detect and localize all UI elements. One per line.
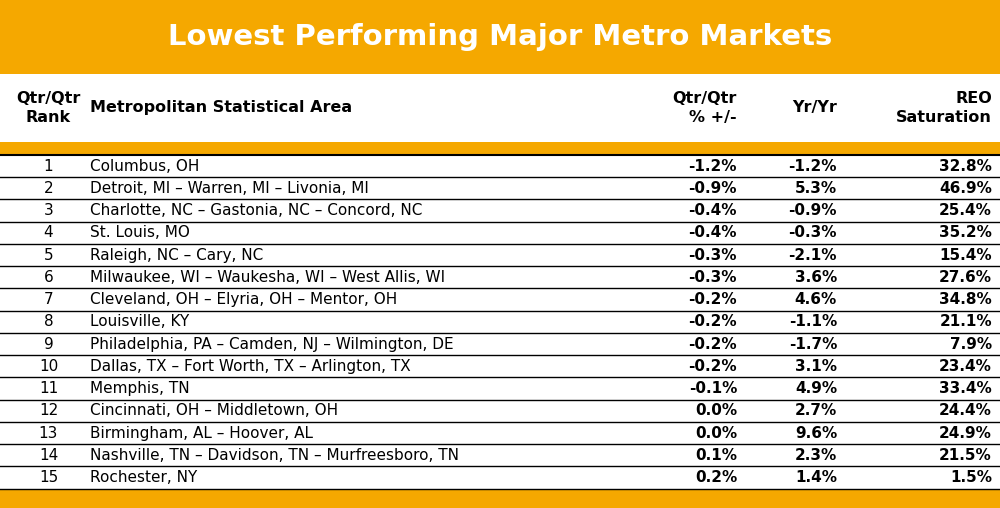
Text: -0.1%: -0.1% — [689, 381, 737, 396]
Text: 2: 2 — [44, 181, 53, 196]
Text: 34.8%: 34.8% — [939, 292, 992, 307]
Text: Rochester, NY: Rochester, NY — [90, 470, 197, 485]
Text: -0.3%: -0.3% — [688, 270, 737, 285]
Text: Yr/Yr: Yr/Yr — [792, 101, 837, 115]
Text: Nashville, TN – Davidson, TN – Murfreesboro, TN: Nashville, TN – Davidson, TN – Murfreesb… — [90, 448, 459, 463]
Text: -2.1%: -2.1% — [788, 247, 837, 263]
Text: Charlotte, NC – Gastonia, NC – Concord, NC: Charlotte, NC – Gastonia, NC – Concord, … — [90, 203, 422, 218]
Text: 13: 13 — [39, 426, 58, 440]
Text: 1.5%: 1.5% — [950, 470, 992, 485]
Text: Dallas, TX – Fort Worth, TX – Arlington, TX: Dallas, TX – Fort Worth, TX – Arlington,… — [90, 359, 411, 374]
Text: -0.2%: -0.2% — [688, 337, 737, 352]
Text: -1.7%: -1.7% — [789, 337, 837, 352]
Text: -0.3%: -0.3% — [688, 247, 737, 263]
Text: -1.1%: -1.1% — [789, 314, 837, 329]
Text: 27.6%: 27.6% — [939, 270, 992, 285]
Text: Milwaukee, WI – Waukesha, WI – West Allis, WI: Milwaukee, WI – Waukesha, WI – West Alli… — [90, 270, 445, 285]
Text: 5: 5 — [44, 247, 53, 263]
Text: Metropolitan Statistical Area: Metropolitan Statistical Area — [90, 101, 352, 115]
Text: 0.2%: 0.2% — [695, 470, 737, 485]
Text: 6: 6 — [44, 270, 53, 285]
Text: Philadelphia, PA – Camden, NJ – Wilmington, DE: Philadelphia, PA – Camden, NJ – Wilmingt… — [90, 337, 454, 352]
Text: Detroit, MI – Warren, MI – Livonia, MI: Detroit, MI – Warren, MI – Livonia, MI — [90, 181, 369, 196]
Text: 7: 7 — [44, 292, 53, 307]
Text: -0.9%: -0.9% — [788, 203, 837, 218]
Text: 3.1%: 3.1% — [795, 359, 837, 374]
Text: 9: 9 — [44, 337, 53, 352]
Text: 33.4%: 33.4% — [939, 381, 992, 396]
Text: 0.0%: 0.0% — [695, 403, 737, 418]
Text: 0.0%: 0.0% — [695, 426, 737, 440]
Text: -0.9%: -0.9% — [688, 181, 737, 196]
Text: -0.2%: -0.2% — [688, 314, 737, 329]
Text: 14: 14 — [39, 448, 58, 463]
Text: 24.9%: 24.9% — [939, 426, 992, 440]
Text: St. Louis, MO: St. Louis, MO — [90, 226, 190, 240]
Text: Qtr/Qtr
% +/-: Qtr/Qtr % +/- — [673, 91, 737, 125]
Text: -0.4%: -0.4% — [688, 203, 737, 218]
Text: Memphis, TN: Memphis, TN — [90, 381, 190, 396]
Text: 1: 1 — [44, 158, 53, 174]
Text: -1.2%: -1.2% — [688, 158, 737, 174]
Text: 35.2%: 35.2% — [939, 226, 992, 240]
Text: Louisville, KY: Louisville, KY — [90, 314, 189, 329]
Text: 15.4%: 15.4% — [939, 247, 992, 263]
Text: 4.6%: 4.6% — [795, 292, 837, 307]
Text: 23.4%: 23.4% — [939, 359, 992, 374]
Text: -0.3%: -0.3% — [788, 226, 837, 240]
Text: 11: 11 — [39, 381, 58, 396]
Text: -0.2%: -0.2% — [688, 292, 737, 307]
Text: 12: 12 — [39, 403, 58, 418]
Text: 5.3%: 5.3% — [795, 181, 837, 196]
Text: 7.9%: 7.9% — [950, 337, 992, 352]
Text: 32.8%: 32.8% — [939, 158, 992, 174]
Text: 9.6%: 9.6% — [795, 426, 837, 440]
Text: 21.5%: 21.5% — [939, 448, 992, 463]
Text: 3.6%: 3.6% — [795, 270, 837, 285]
Text: -1.2%: -1.2% — [788, 158, 837, 174]
Text: 24.4%: 24.4% — [939, 403, 992, 418]
Text: 10: 10 — [39, 359, 58, 374]
Text: 8: 8 — [44, 314, 53, 329]
Text: 2.7%: 2.7% — [795, 403, 837, 418]
Text: 15: 15 — [39, 470, 58, 485]
Text: Qtr/Qtr
Rank: Qtr/Qtr Rank — [16, 91, 81, 125]
Text: Raleigh, NC – Cary, NC: Raleigh, NC – Cary, NC — [90, 247, 263, 263]
Text: Cincinnati, OH – Middletown, OH: Cincinnati, OH – Middletown, OH — [90, 403, 338, 418]
Text: 3: 3 — [44, 203, 53, 218]
Text: Columbus, OH: Columbus, OH — [90, 158, 199, 174]
Text: -0.2%: -0.2% — [688, 359, 737, 374]
Text: 1.4%: 1.4% — [795, 470, 837, 485]
Text: 21.1%: 21.1% — [939, 314, 992, 329]
Text: 2.3%: 2.3% — [795, 448, 837, 463]
Text: 4.9%: 4.9% — [795, 381, 837, 396]
Text: Birmingham, AL – Hoover, AL: Birmingham, AL – Hoover, AL — [90, 426, 313, 440]
Text: Lowest Performing Major Metro Markets: Lowest Performing Major Metro Markets — [168, 23, 832, 51]
Text: -0.4%: -0.4% — [688, 226, 737, 240]
Text: REO
Saturation: REO Saturation — [896, 91, 992, 125]
Text: 25.4%: 25.4% — [939, 203, 992, 218]
Text: Cleveland, OH – Elyria, OH – Mentor, OH: Cleveland, OH – Elyria, OH – Mentor, OH — [90, 292, 397, 307]
Text: 46.9%: 46.9% — [939, 181, 992, 196]
Text: 4: 4 — [44, 226, 53, 240]
Text: 0.1%: 0.1% — [695, 448, 737, 463]
